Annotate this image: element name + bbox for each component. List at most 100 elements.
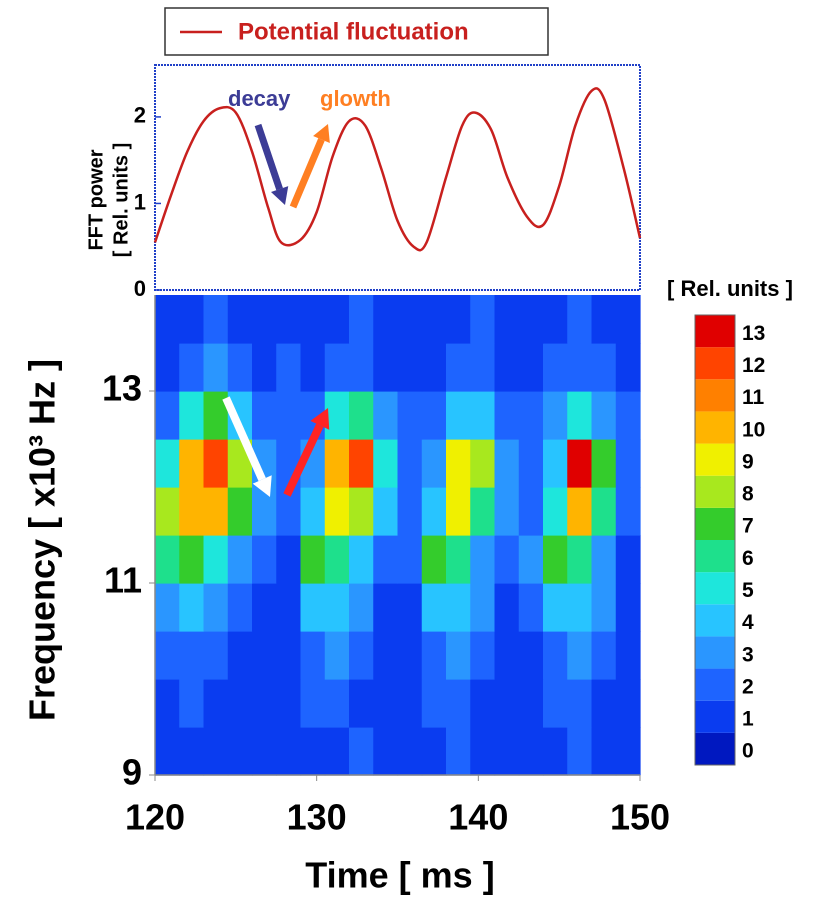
heat-cell <box>324 679 350 728</box>
heat-cell <box>324 391 350 440</box>
heat-cell <box>591 679 617 728</box>
y-tick-label: 2 <box>134 103 146 128</box>
annotation: decay <box>228 86 291 111</box>
heat-cell <box>324 295 350 344</box>
heat-cell <box>300 583 326 632</box>
heat-cell <box>397 439 423 488</box>
heat-cell <box>446 439 471 488</box>
arrow-head <box>252 475 272 497</box>
heat-cell <box>615 295 641 344</box>
heat-cell <box>227 679 253 728</box>
heat-cell <box>494 295 520 344</box>
heat-cell <box>543 631 568 680</box>
heat-cell <box>373 343 399 392</box>
heat-cell <box>543 487 568 536</box>
colorbar-label: 7 <box>742 515 754 538</box>
y-tick-label: 1 <box>134 189 146 214</box>
heat-cell <box>252 487 277 536</box>
heat-cell <box>227 535 253 584</box>
heat-cell <box>518 727 544 776</box>
colorbar-swatch <box>695 443 735 476</box>
heat-cell <box>276 535 302 584</box>
heat-cell <box>300 343 326 392</box>
heat-cell <box>179 295 205 344</box>
heat-cell <box>494 727 520 776</box>
heat-cell <box>518 631 544 680</box>
legend-label: Potential fluctuation <box>238 18 469 45</box>
heat-cell <box>421 583 447 632</box>
heat-cell <box>615 583 641 632</box>
heat-cell <box>494 391 520 440</box>
heat-cell <box>543 679 568 728</box>
heat-cell <box>470 679 496 728</box>
heat-cell <box>203 679 229 728</box>
heat-cell <box>179 487 205 536</box>
colorbar-title: [ Rel. units ] <box>667 276 793 301</box>
heat-cell <box>470 487 496 536</box>
heat-cell <box>615 679 641 728</box>
heat-cell <box>276 295 302 344</box>
heat-cell <box>567 679 593 728</box>
heat-cell <box>179 631 205 680</box>
y-tick-label: 9 <box>122 752 142 793</box>
heat-cell <box>324 487 350 536</box>
heat-cell <box>179 343 205 392</box>
heat-cell <box>349 535 374 584</box>
heat-cell <box>227 583 253 632</box>
heat-cell <box>203 487 229 536</box>
heat-cell <box>446 535 471 584</box>
heat-cell <box>567 295 593 344</box>
colorbar-label: 8 <box>742 483 754 506</box>
heat-cell <box>421 487 447 536</box>
heat-cell <box>203 535 229 584</box>
colorbar-label: 0 <box>742 740 754 763</box>
heat-cell <box>543 391 568 440</box>
heat-cell <box>179 535 205 584</box>
legend-box <box>164 7 549 56</box>
heat-cell <box>373 535 399 584</box>
x-tick-label: 120 <box>125 797 185 838</box>
heat-cell <box>470 535 496 584</box>
heat-cell <box>252 583 277 632</box>
heat-cell <box>373 631 399 680</box>
heat-cell <box>349 679 374 728</box>
colorbar-swatch <box>695 604 735 637</box>
heat-cell <box>446 583 471 632</box>
heat-cell <box>373 727 399 776</box>
heat-cell <box>179 727 205 776</box>
heat-cell <box>543 727 568 776</box>
heat-cell <box>615 631 641 680</box>
heat-cell <box>397 631 423 680</box>
heat-cell <box>470 343 496 392</box>
x-axis-label: Time [ ms ] <box>305 855 494 896</box>
y-tick-label: 13 <box>102 368 142 409</box>
heat-cell <box>518 535 544 584</box>
heat-cell <box>179 679 205 728</box>
colorbar-label: 11 <box>742 386 765 409</box>
y-tick-label: 11 <box>104 560 142 601</box>
colorbar-swatch <box>695 507 735 540</box>
heat-cell <box>518 679 544 728</box>
heat-cell <box>179 439 205 488</box>
heat-cell <box>349 295 374 344</box>
heat-cell <box>518 487 544 536</box>
heat-cell <box>518 391 544 440</box>
colorbar-swatch <box>695 700 735 733</box>
heat-cell <box>155 679 180 728</box>
heat-cell <box>615 727 641 776</box>
heat-cell <box>155 391 180 440</box>
heat-cell <box>252 535 277 584</box>
heat-cell <box>179 391 205 440</box>
colorbar-swatch <box>695 475 735 508</box>
colorbar-swatch <box>695 668 735 701</box>
heat-cell <box>373 583 399 632</box>
heat-cell <box>470 631 496 680</box>
heat-cell <box>276 343 302 392</box>
heat-cell <box>591 439 617 488</box>
heat-cell <box>494 487 520 536</box>
heat-cell <box>179 583 205 632</box>
heat-cell <box>203 439 229 488</box>
heat-cell <box>155 295 180 344</box>
heat-cell <box>276 583 302 632</box>
heat-cell <box>543 583 568 632</box>
